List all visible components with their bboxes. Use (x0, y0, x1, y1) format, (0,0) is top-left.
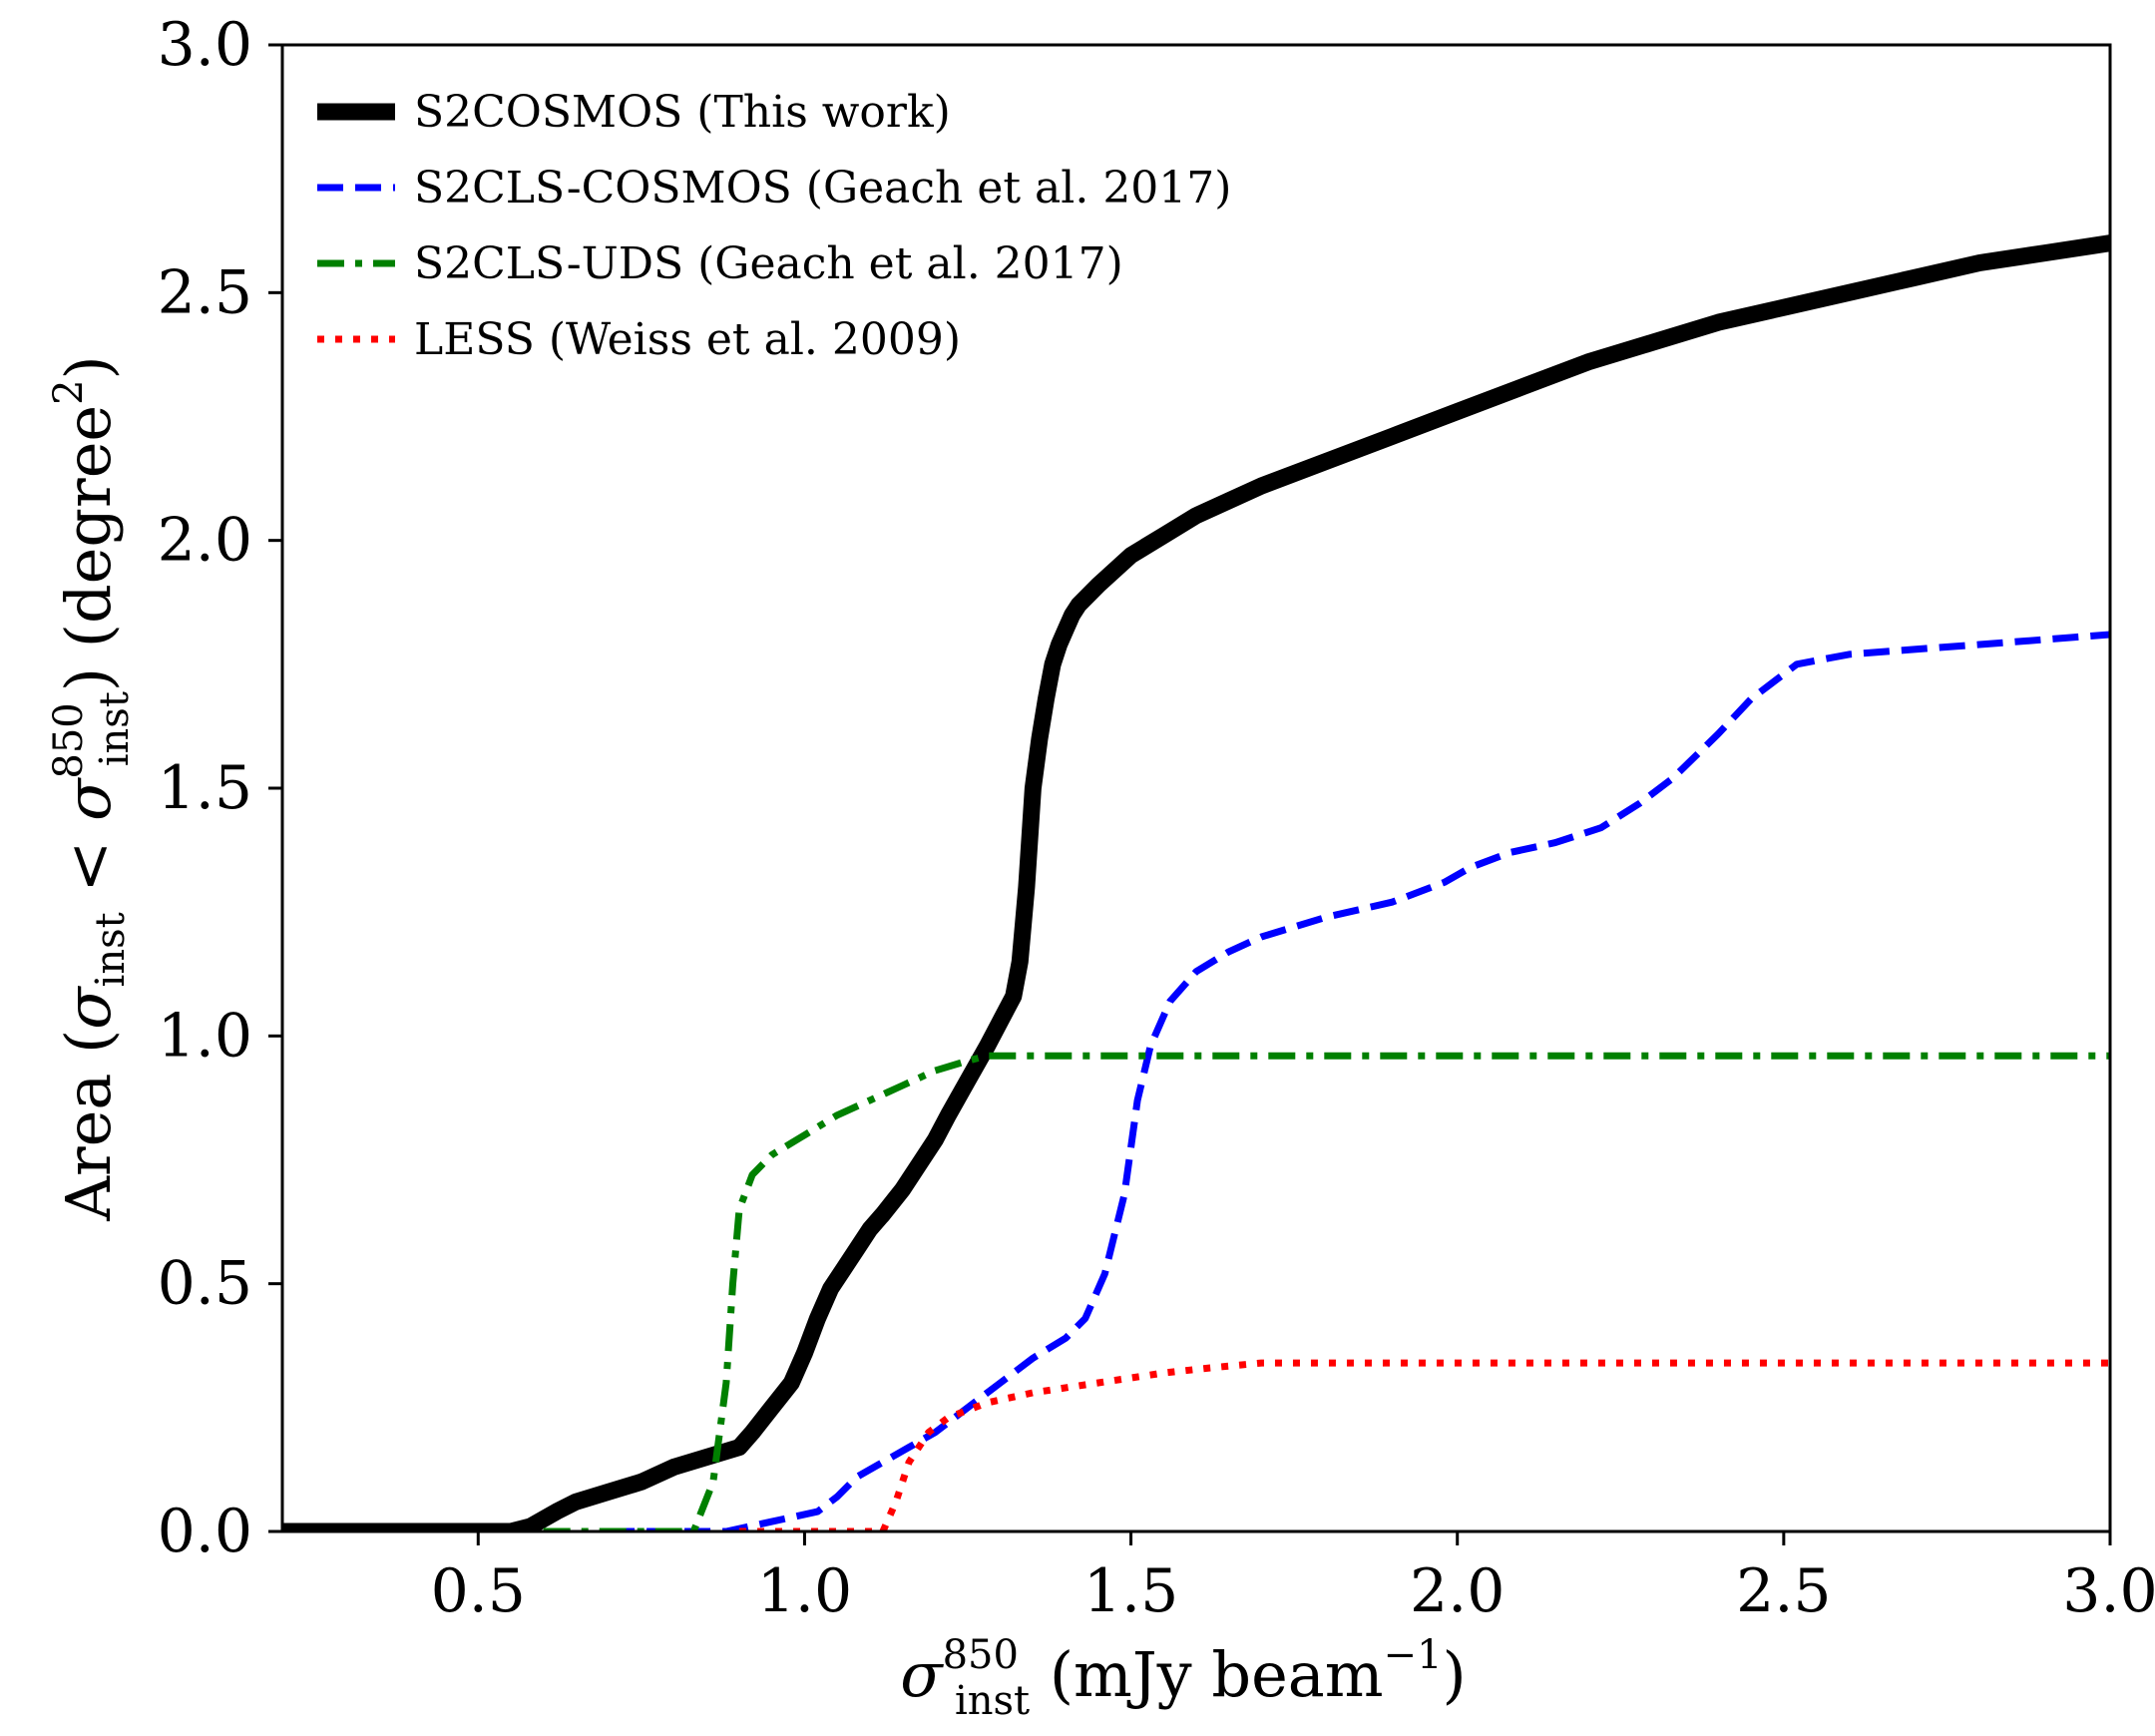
y-tick-label: 2.0 (158, 506, 252, 576)
y-axis-sigma2: σ (52, 777, 125, 821)
x-axis-unit-text: (mJy beam (1030, 1638, 1383, 1711)
y-axis-deg-sup: 2 (46, 379, 92, 404)
x-axis-close: ) (1443, 1638, 1467, 1711)
legend-label-s2cls-uds: S2CLS-UDS (Geach et al. 2017) (414, 238, 1123, 289)
legend-label-less: LESS (Weiss et al. 2009) (414, 314, 961, 365)
x-axis-unit-sup: −1 (1384, 1632, 1443, 1678)
y-tick-label: 3.0 (158, 10, 252, 80)
legend: S2COSMOS (This work) S2CLS-COSMOS (Geach … (317, 87, 1231, 365)
x-axis-symbol-sup: 850 (943, 1632, 1019, 1678)
y-axis-sigma1-sub: inst (88, 912, 134, 987)
y-tick-label: 1.0 (158, 1001, 252, 1071)
x-tick-label: 2.0 (1410, 1556, 1505, 1626)
x-axis-label: σ850 inst (mJy beam−1) (900, 1632, 1466, 1724)
series-line-s2cls-cosmos (609, 631, 2110, 1531)
y-axis-pre: Area ( (52, 1030, 125, 1222)
x-tick-label: 1.0 (757, 1556, 852, 1626)
y-axis-lt: < (52, 821, 125, 912)
y-tick-label: 2.5 (158, 257, 252, 327)
series-layer (282, 234, 2110, 1531)
legend-label-s2cls-cosmos: S2CLS-COSMOS (Geach et al. 2017) (414, 163, 1231, 214)
y-tick-label: 1.5 (158, 753, 252, 823)
series-line-s2cls-uds (543, 1052, 2110, 1531)
x-axis-symbol: σ (900, 1638, 944, 1711)
y-axis-sigma2-sup: 850 (46, 702, 92, 778)
y-tick-label: 0.0 (158, 1497, 252, 1566)
ticks-layer: 0.5 1.0 1.5 2.0 2.5 3.0 0.0 0.5 1.0 1.5 2.0 2.5 3.0 (158, 10, 2155, 1626)
x-tick-label: 1.5 (1083, 1556, 1178, 1626)
y-axis-sigma2-sub: inst (92, 691, 138, 766)
y-axis-close: ) (52, 355, 125, 379)
x-tick-label: 2.5 (1736, 1556, 1831, 1626)
x-tick-label: 0.5 (431, 1556, 526, 1626)
y-axis-sigma1: σ (52, 986, 125, 1030)
legend-label-s2cosmos: S2COSMOS (This work) (414, 87, 951, 138)
series-line-s2cosmos (282, 234, 2110, 1531)
x-tick-label: 3.0 (2062, 1556, 2155, 1626)
x-axis-symbol-sub: inst (955, 1678, 1030, 1724)
y-axis-label: Area (σinst < σ850inst) (degree2) (46, 355, 138, 1222)
y-tick-label: 0.5 (158, 1249, 252, 1319)
y-axis-mid: ) (degree (52, 405, 125, 691)
